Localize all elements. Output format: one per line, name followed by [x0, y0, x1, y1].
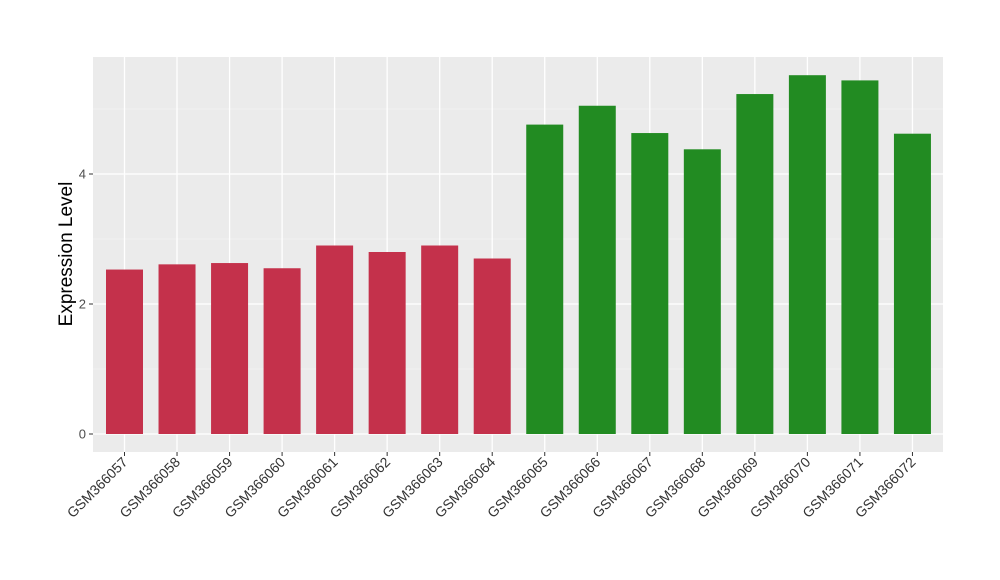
bar	[578, 105, 616, 434]
bar	[788, 75, 826, 434]
bar	[316, 245, 354, 434]
x-axis-ticks: GSM366057GSM366058GSM366059GSM366060GSM3…	[64, 452, 919, 521]
bar	[736, 94, 774, 435]
y-tick-label: 4	[79, 167, 86, 182]
bars	[106, 75, 931, 435]
y-tick-label: 0	[79, 427, 86, 442]
bar	[683, 149, 721, 435]
bar	[368, 252, 406, 434]
bar	[211, 263, 249, 434]
bar	[526, 124, 564, 434]
bar	[158, 264, 196, 434]
bar	[421, 245, 459, 434]
bar	[473, 258, 511, 434]
bar	[631, 133, 669, 435]
y-axis-ticks: 0 2 4	[79, 167, 93, 442]
y-axis-title: Expression Level	[56, 182, 77, 327]
y-tick-label: 2	[79, 297, 86, 312]
bar	[893, 133, 931, 434]
bar	[841, 80, 879, 435]
bar	[263, 268, 301, 434]
bar	[106, 269, 143, 434]
